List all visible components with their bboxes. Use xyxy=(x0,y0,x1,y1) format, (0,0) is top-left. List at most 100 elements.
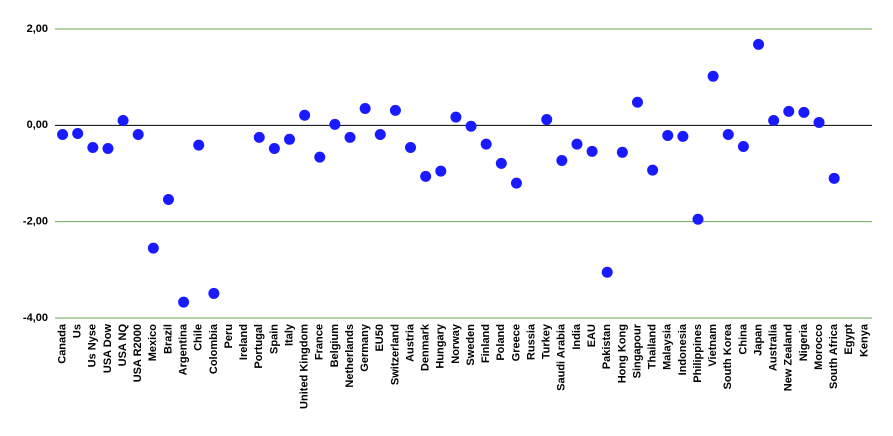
dot xyxy=(753,38,765,50)
y-tick-label: 0,00 xyxy=(27,119,48,131)
x-tick-label: USA NQ xyxy=(117,324,129,367)
dot xyxy=(284,133,296,145)
x-tick-label: Greece xyxy=(510,324,522,361)
x-tick-label: France xyxy=(314,324,326,360)
dot xyxy=(299,109,311,121)
dot xyxy=(374,128,386,140)
x-tick-label: Russia xyxy=(525,323,537,360)
x-tick-label: India xyxy=(571,323,583,350)
x-tick-label: Spain xyxy=(268,324,280,354)
dot xyxy=(480,138,492,150)
y-tick-label: -2,00 xyxy=(23,216,48,228)
x-tick-label: South Korea xyxy=(722,323,734,389)
x-tick-label: USA R2000 xyxy=(132,324,144,382)
dot xyxy=(420,170,432,182)
x-tick-label: Australia xyxy=(768,323,780,371)
y-tick-label: 2,00 xyxy=(27,23,48,35)
x-tick-label: Belgium xyxy=(329,324,341,368)
dot xyxy=(586,145,598,157)
dot xyxy=(147,242,159,254)
dot xyxy=(510,177,522,189)
x-tick-label: China xyxy=(737,323,749,354)
x-tick-label: New Zealand xyxy=(783,324,795,391)
x-tick-label: Mexico xyxy=(147,324,159,362)
x-tick-label: Us xyxy=(72,324,84,338)
dot xyxy=(828,172,840,184)
x-tick-label: Brazil xyxy=(162,324,174,354)
dot xyxy=(541,114,553,126)
dot xyxy=(783,105,795,117)
dot xyxy=(601,266,613,278)
dot xyxy=(571,138,583,150)
dot xyxy=(647,164,659,176)
x-tick-label: Morocco xyxy=(813,324,825,370)
dot xyxy=(329,118,341,130)
x-tick-label: Japan xyxy=(752,324,764,356)
dot xyxy=(798,106,810,118)
dot xyxy=(692,213,704,225)
dot xyxy=(677,130,689,142)
x-tick-label: Pakistan xyxy=(601,324,613,370)
x-tick-label: Us Nyse xyxy=(87,324,99,367)
dot xyxy=(450,111,462,123)
x-tick-label: Vietnam xyxy=(707,324,719,367)
x-tick-label: Egypt xyxy=(843,324,855,355)
x-tick-label: Singapour xyxy=(631,323,643,378)
x-tick-label: Thailand xyxy=(647,324,659,369)
dot xyxy=(314,151,326,163)
x-tick-label: Chile xyxy=(193,324,205,351)
dot xyxy=(707,70,719,82)
x-tick-label: Kenya xyxy=(858,323,870,357)
x-tick-label: Germany xyxy=(359,323,371,372)
dot xyxy=(556,154,568,166)
x-tick-label: South Africa xyxy=(828,323,840,389)
x-tick-label: Poland xyxy=(495,324,507,361)
dot xyxy=(178,296,190,308)
dot xyxy=(359,102,371,114)
dot xyxy=(813,116,825,128)
x-tick-label: EAU xyxy=(586,324,598,347)
x-tick-label: Canada xyxy=(56,323,68,364)
dot xyxy=(631,96,643,108)
x-tick-label: Italy xyxy=(283,323,295,346)
dot xyxy=(253,131,265,143)
dot xyxy=(87,141,99,153)
dot xyxy=(193,139,205,151)
dot xyxy=(344,131,356,143)
x-tick-label: United Kingdom xyxy=(299,324,311,409)
x-tick-label: Norway xyxy=(450,323,462,364)
x-tick-label: Indonesia xyxy=(677,323,689,375)
dot xyxy=(465,120,477,132)
x-tick-label: Ireland xyxy=(238,324,250,360)
dot xyxy=(132,128,144,140)
dot xyxy=(662,129,674,141)
x-tick-label: Denmark xyxy=(420,323,432,371)
dot xyxy=(162,194,174,206)
x-tick-label: Nigeria xyxy=(798,323,810,361)
dot xyxy=(495,157,507,169)
dot xyxy=(405,141,417,153)
x-tick-label: USA Dow xyxy=(102,324,114,374)
x-tick-label: Netherlands xyxy=(344,324,356,388)
dot xyxy=(389,104,401,116)
dot xyxy=(72,128,84,140)
x-tick-label: Malaysia xyxy=(662,323,674,370)
x-tick-label: Switzerland xyxy=(389,324,401,385)
x-tick-label: Philippines xyxy=(692,324,704,383)
dot xyxy=(616,146,628,158)
dot xyxy=(268,142,280,154)
x-tick-label: Portugal xyxy=(253,324,265,369)
dot xyxy=(768,115,780,127)
x-tick-label: Peru xyxy=(223,324,235,348)
x-tick-label: Saudi Arabia xyxy=(556,323,568,391)
dot xyxy=(208,287,220,299)
dot xyxy=(435,165,447,177)
x-tick-label: Austria xyxy=(404,323,416,362)
y-tick-label: -4,00 xyxy=(23,312,48,324)
x-tick-label: Colombia xyxy=(208,323,220,374)
x-tick-label: EU50 xyxy=(374,324,386,352)
x-tick-label: Sweden xyxy=(465,324,477,366)
dot xyxy=(722,128,734,140)
x-tick-label: Hong Kong xyxy=(616,324,628,383)
